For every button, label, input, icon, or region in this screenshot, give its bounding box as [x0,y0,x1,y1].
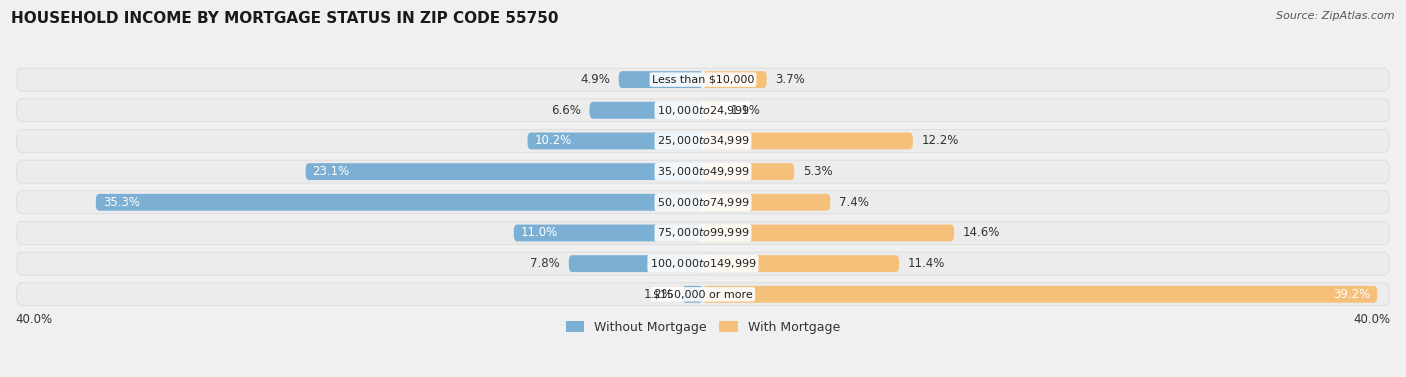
FancyBboxPatch shape [703,102,721,119]
Text: 39.2%: 39.2% [1333,288,1371,301]
Text: $150,000 or more: $150,000 or more [654,289,752,299]
FancyBboxPatch shape [703,132,912,149]
Text: $75,000 to $99,999: $75,000 to $99,999 [657,227,749,239]
Text: 3.7%: 3.7% [775,73,806,86]
Text: 12.2%: 12.2% [921,135,959,147]
FancyBboxPatch shape [589,102,703,119]
FancyBboxPatch shape [96,194,703,211]
Text: 7.8%: 7.8% [530,257,560,270]
Text: 1.2%: 1.2% [644,288,673,301]
Text: 23.1%: 23.1% [312,165,350,178]
FancyBboxPatch shape [17,68,1389,91]
FancyBboxPatch shape [703,163,794,180]
Text: 40.0%: 40.0% [15,314,52,326]
FancyBboxPatch shape [703,194,831,211]
Text: $100,000 to $149,999: $100,000 to $149,999 [650,257,756,270]
FancyBboxPatch shape [527,132,703,149]
FancyBboxPatch shape [703,225,955,241]
FancyBboxPatch shape [513,225,703,241]
FancyBboxPatch shape [17,129,1389,152]
Text: 11.0%: 11.0% [520,227,558,239]
FancyBboxPatch shape [17,283,1389,306]
Text: HOUSEHOLD INCOME BY MORTGAGE STATUS IN ZIP CODE 55750: HOUSEHOLD INCOME BY MORTGAGE STATUS IN Z… [11,11,558,26]
Text: 6.6%: 6.6% [551,104,581,117]
Text: 14.6%: 14.6% [963,227,1000,239]
Text: Less than $10,000: Less than $10,000 [652,75,754,84]
FancyBboxPatch shape [682,286,703,303]
FancyBboxPatch shape [17,252,1389,275]
Text: Source: ZipAtlas.com: Source: ZipAtlas.com [1277,11,1395,21]
FancyBboxPatch shape [703,286,1378,303]
Text: 10.2%: 10.2% [534,135,572,147]
Text: 1.1%: 1.1% [731,104,761,117]
Text: 4.9%: 4.9% [581,73,610,86]
Text: $35,000 to $49,999: $35,000 to $49,999 [657,165,749,178]
FancyBboxPatch shape [17,191,1389,214]
FancyBboxPatch shape [17,99,1389,122]
FancyBboxPatch shape [569,255,703,272]
Text: 11.4%: 11.4% [908,257,945,270]
FancyBboxPatch shape [703,71,766,88]
Text: $50,000 to $74,999: $50,000 to $74,999 [657,196,749,209]
Text: 40.0%: 40.0% [1354,314,1391,326]
Text: $10,000 to $24,999: $10,000 to $24,999 [657,104,749,117]
Text: 35.3%: 35.3% [103,196,139,209]
FancyBboxPatch shape [17,221,1389,244]
FancyBboxPatch shape [305,163,703,180]
FancyBboxPatch shape [17,160,1389,183]
FancyBboxPatch shape [703,255,898,272]
FancyBboxPatch shape [619,71,703,88]
Text: 5.3%: 5.3% [803,165,832,178]
Text: $25,000 to $34,999: $25,000 to $34,999 [657,135,749,147]
Text: 7.4%: 7.4% [839,196,869,209]
Legend: Without Mortgage, With Mortgage: Without Mortgage, With Mortgage [561,316,845,339]
